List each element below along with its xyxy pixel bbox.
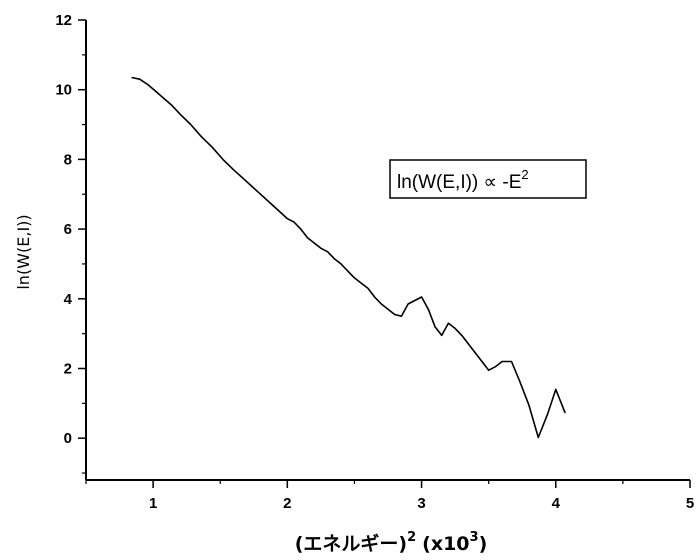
x-axis-label-scale: (x10 (422, 533, 469, 555)
x-axis-label-close: ) (479, 533, 488, 555)
y-tick-label: 2 (64, 360, 72, 377)
x-axis-label-power: 2 (407, 530, 416, 545)
y-tick-label: 10 (55, 82, 72, 99)
x-axis-label: (エネルギー)2 (x103) (295, 530, 488, 555)
y-tick-label: 8 (64, 151, 72, 168)
x-tick-label: 1 (149, 495, 157, 512)
x-tick-label: 3 (417, 495, 425, 512)
y-axis-label: ln(W(E,I)) (14, 214, 33, 289)
x-axis-label-scale-power: 3 (470, 530, 479, 545)
y-tick-label: 6 (64, 221, 72, 238)
x-axis-label-main: (エネルギー) (295, 533, 407, 555)
x-tick-label: 4 (552, 495, 561, 512)
y-tick-label: 0 (64, 430, 72, 447)
y-tick-label: 12 (55, 12, 72, 29)
y-tick-label: 4 (64, 291, 73, 308)
annotation-superscript: 2 (521, 167, 528, 182)
chart-ticks (78, 20, 690, 488)
annotation-box: ln(W(E,I)) ∝ -E2 (390, 160, 586, 198)
chart-axes (86, 20, 690, 480)
x-tick-label: 5 (686, 495, 694, 512)
series-line (132, 78, 566, 438)
x-tick-label: 2 (283, 495, 291, 512)
annotation-main: ln(W(E,I)) ∝ -E (397, 172, 521, 193)
